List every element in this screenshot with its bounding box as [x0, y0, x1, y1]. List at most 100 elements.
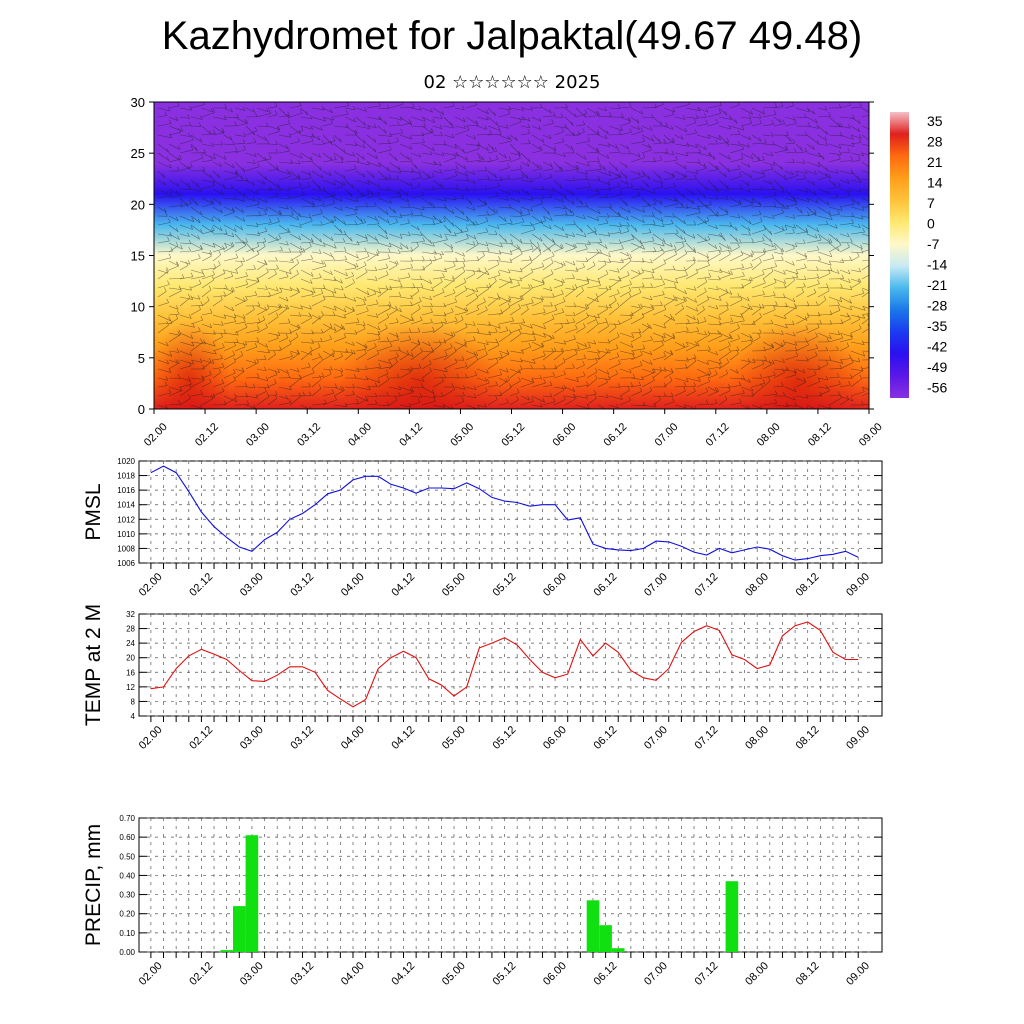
wind-barb: [179, 297, 191, 307]
wind-barb: [630, 175, 645, 181]
wind-barb: [410, 170, 421, 174]
wind-barb: [520, 382, 534, 388]
wind-barb-flag: [312, 201, 315, 207]
wind-barb: [652, 263, 666, 271]
wind-barb-flag: [185, 261, 189, 266]
wind-barb: [773, 404, 789, 407]
wind-barb-flag: [419, 297, 422, 302]
wind-barb-flag: [486, 369, 489, 374]
wind-barb: [443, 242, 453, 249]
wind-barb-flag: [364, 296, 367, 301]
series-line: [150, 621, 859, 708]
wind-barb: [828, 296, 843, 303]
wind-barb-flag: [641, 268, 644, 273]
wind-barb-flag: [617, 182, 620, 187]
wind-barb: [278, 231, 290, 235]
wind-barb: [542, 168, 553, 172]
wind-barb: [443, 377, 459, 379]
wind-barb-flag: [506, 349, 510, 354]
wind-barb: [168, 390, 182, 397]
wind-barb: [641, 371, 656, 379]
wind-barb: [674, 178, 685, 181]
wind-barb: [333, 390, 345, 397]
wind-barb-flag: [626, 227, 630, 232]
wind-barb-flag: [318, 315, 321, 320]
wind-barb-flag: [175, 216, 179, 221]
wind-barb-flag: [290, 159, 293, 164]
wind-barb: [575, 305, 588, 309]
wind-barb-flag: [225, 284, 228, 290]
wind-barb-flag: [670, 219, 674, 224]
wind-barb-flag: [595, 187, 599, 192]
wind-barb: [234, 134, 246, 137]
wind-barb-flag: [577, 130, 581, 136]
wind-barb-flag: [279, 345, 282, 351]
wind-barb: [542, 262, 554, 271]
wind-barb: [410, 351, 423, 361]
wind-barb: [740, 241, 754, 244]
wind-barb-flag: [724, 173, 727, 178]
wind-barb-flag: [243, 132, 246, 137]
y-tick-label: 12: [126, 683, 135, 692]
wind-barb-flag: [489, 156, 492, 162]
wind-barb-flag: [433, 256, 437, 261]
wind-barb: [399, 371, 411, 379]
wind-barb: [553, 312, 564, 316]
wind-barb: [487, 206, 496, 213]
wind-barb: [498, 269, 511, 274]
wind-barb-flag: [614, 296, 617, 301]
wind-barb: [575, 124, 585, 127]
wind-barb: [487, 116, 499, 126]
wind-barb: [564, 188, 575, 196]
wind-barb: [663, 242, 673, 248]
wind-barb: [740, 170, 753, 179]
wind-barb-flag: [543, 351, 546, 356]
wind-barb-flag: [220, 354, 223, 359]
wind-barb-flag: [851, 219, 854, 224]
wind-barb: [377, 107, 390, 110]
wind-barb-flag: [222, 269, 226, 274]
wind-barb: [388, 278, 401, 282]
wind-barb-flag: [287, 318, 291, 323]
wind-barb: [839, 104, 851, 109]
wind-barb-flag: [616, 332, 620, 337]
wind-barb: [619, 231, 629, 235]
wind-barb: [399, 179, 413, 187]
wind-barb: [641, 277, 654, 280]
wind-barb-flag: [507, 163, 510, 168]
wind-barb: [696, 265, 710, 271]
wind-barb-flag: [599, 249, 602, 254]
wind-barb-flag: [518, 329, 522, 335]
wind-barb-flag: [366, 290, 370, 295]
wind-barb-flag: [697, 158, 701, 164]
wind-barb: [201, 300, 210, 307]
wind-barb-flag: [462, 148, 466, 154]
wind-barb-flag: [287, 194, 290, 199]
wind-barb-flag: [750, 276, 753, 281]
wind-barb-flag: [278, 234, 281, 239]
wind-barb-flag: [714, 185, 718, 191]
wind-barb: [234, 346, 246, 352]
wind-barb-flag: [298, 312, 302, 317]
wind-barb: [355, 386, 371, 391]
wind-barb: [388, 233, 403, 239]
wind-barb-flag: [631, 234, 635, 240]
wind-barb: [597, 382, 608, 388]
wind-barb: [179, 323, 195, 328]
wind-barb-flag: [869, 226, 871, 230]
wind-barb: [861, 188, 869, 191]
wind-barb: [300, 241, 314, 244]
wind-barb-flag: [432, 118, 436, 123]
wind-barb: [223, 354, 235, 361]
wind-barb-flag: [310, 156, 313, 162]
wind-barb: [388, 152, 398, 162]
wind-barb-flag: [507, 135, 510, 140]
wind-barb: [410, 291, 420, 298]
wind-barb-flag: [759, 257, 762, 263]
wind-barb: [817, 332, 832, 340]
wind-barb: [674, 341, 686, 348]
wind-barb: [212, 132, 225, 136]
wind-barb-flag: [309, 313, 313, 318]
wind-barb-flag: [739, 295, 743, 301]
wind-barb: [564, 197, 575, 205]
